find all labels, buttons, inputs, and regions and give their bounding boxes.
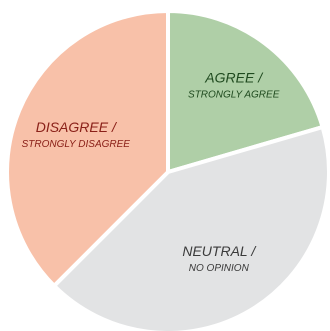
slice-label-disagree: DISAGREE / STRONGLY DISAGREE bbox=[22, 119, 131, 150]
slice-label-sub-disagree: STRONGLY DISAGREE bbox=[22, 139, 131, 150]
pie-labels: AGREE / STRONGLY AGREE NEUTRAL / NO OPINION… bbox=[22, 70, 280, 274]
pie-slice-agree bbox=[166, 9, 325, 174]
slice-label-sub-agree: STRONGLY AGREE bbox=[188, 90, 280, 101]
slice-label-main-agree: AGREE / bbox=[204, 70, 264, 86]
pie-slices bbox=[5, 9, 330, 331]
pie-slice-disagree bbox=[5, 9, 170, 288]
slice-label-agree: AGREE / STRONGLY AGREE bbox=[188, 70, 280, 101]
pie-slice-neutral bbox=[52, 125, 330, 331]
slice-label-neutral: NEUTRAL / NO OPINION bbox=[182, 243, 257, 274]
slice-label-main-neutral: NEUTRAL / bbox=[182, 243, 257, 259]
slice-label-sub-neutral: NO OPINION bbox=[189, 263, 250, 274]
slice-label-main-disagree: DISAGREE / bbox=[36, 119, 118, 135]
